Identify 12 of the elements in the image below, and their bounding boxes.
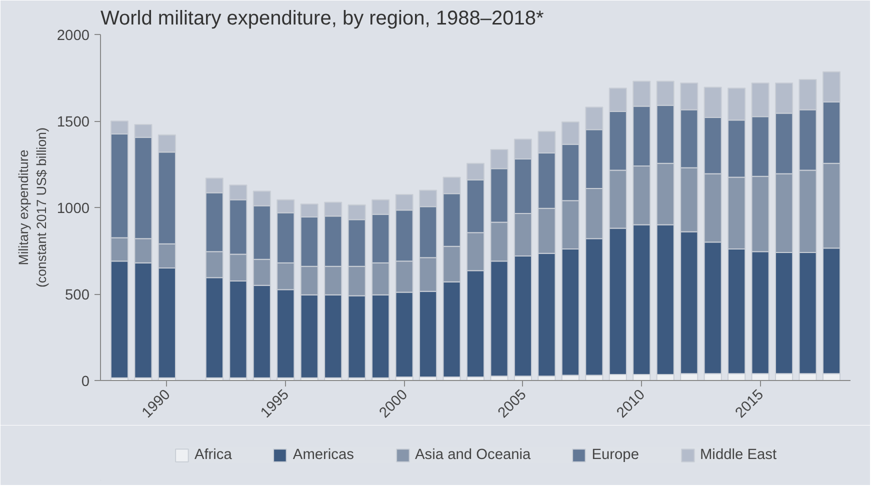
legend-label: Americas: [292, 447, 354, 463]
legend-label: Europe: [592, 447, 639, 463]
y-tick-label: 0: [81, 374, 90, 390]
y-tick-label: 500: [65, 288, 90, 304]
y-tick-label: 1000: [56, 201, 90, 217]
legend-label: Asia and Oceania: [415, 447, 531, 463]
chart-title: World military expenditure, by region, 1988–2018*: [100, 8, 544, 30]
y-tick-label: 1500: [56, 114, 90, 130]
legend-label: Africa: [194, 447, 232, 463]
y-tick-label: 2000: [56, 28, 90, 44]
y-axis-title: Military expenditure (constant 2017 US$ billion): [16, 127, 49, 288]
legend-label: Middle East: [700, 447, 777, 463]
